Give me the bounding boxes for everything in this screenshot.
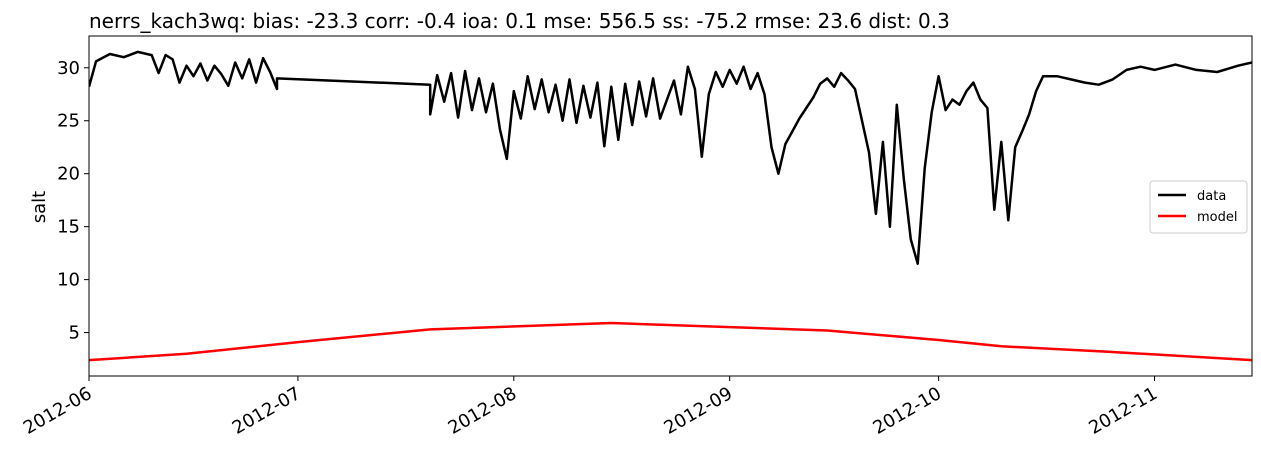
plot-frame [88,35,1253,377]
x-axis: 2012-06 2012-07 2012-08 2012-09 2012-10 2012-… [20,376,1161,439]
y-tick-label: 20 [57,164,80,185]
series-line-data [89,50,1252,265]
x-tick-label: 2012-10 [869,383,945,439]
y-axis: 5 10 15 20 25 30 [57,58,89,344]
y-tick-label: 25 [57,111,80,132]
plot-area [89,50,1252,362]
x-tick-label: 2012-09 [661,383,737,439]
y-tick-label: 15 [57,217,80,238]
x-tick-label: 2012-07 [229,383,305,439]
legend: data model [1149,180,1248,234]
x-tick-label: 2012-11 [1085,383,1161,439]
y-tick-label: 5 [69,323,80,344]
y-tick-label: 30 [57,58,80,79]
x-tick-label: 2012-08 [445,383,521,439]
legend-label-model: model [1197,210,1237,225]
chart-title: nerrs_kach3wq: bias: -23.3 corr: -0.4 io… [89,9,950,33]
y-axis-label: salt [29,191,50,223]
legend-label-data: data [1197,189,1226,204]
x-tick-label: 2012-06 [20,383,96,439]
series-line-model [89,321,1252,362]
y-tick-label: 10 [57,270,80,291]
